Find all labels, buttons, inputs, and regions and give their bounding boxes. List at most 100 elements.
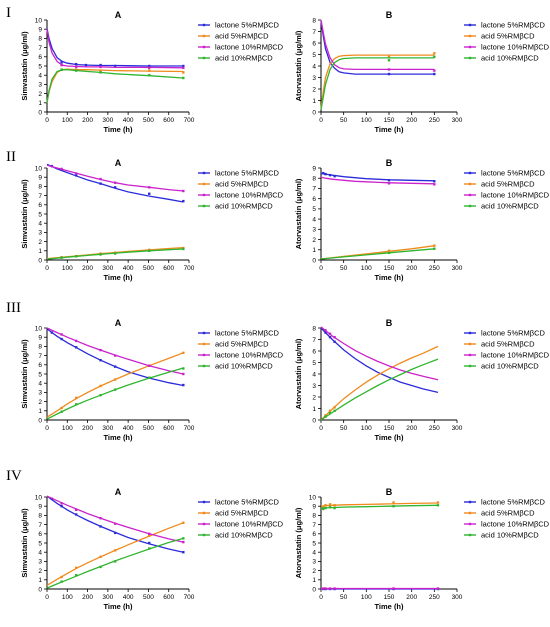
row-i-panel-b: B 0 1 2 3 4 5 6 7 8 0 50 100 150 200 250 300 Time (h) Ator… (294, 10, 550, 134)
row-iii-panel-a-data-point-acid_5 (113, 378, 117, 381)
row-iii-panel-b-data-point-acid_10 (328, 411, 332, 415)
row-iv-panel-a-x-tick-label: 0 (45, 594, 49, 601)
row-iv-panel-a-series-line-acid_10 (46, 537, 184, 589)
row-ii-panel-a-x-tick-label: 700 (184, 265, 195, 272)
row-iv-panel-a-data-point-acid_5 (99, 555, 102, 558)
row-iv-panel-a-data-point-lactone_10 (60, 502, 63, 505)
row-i-panel-b-data-point-acid_10 (387, 59, 391, 62)
row-ii-panel-b-legend-marker (468, 171, 472, 175)
row-i-panel-b-legend-label: acid 5%RMβCD (481, 32, 535, 41)
row-iv-panel-a-data-point-lactone_5 (148, 541, 151, 545)
row-ii-panel-a-y-tick-label: 4 (38, 221, 42, 228)
row-iv-panel-a-data-point-lactone_10 (148, 532, 151, 535)
row-ii-panel-b-data-point-acid_5 (387, 249, 391, 252)
row-i-panel-a-series-line-lactone_5 (46, 28, 184, 67)
row-iii-panel-b: B 0 1 2 3 4 5 6 7 8 0 50 100 150 200 250 300 Time (h) Ator… (294, 318, 550, 442)
row-ii-panel-a-x-tick-label: 200 (82, 265, 93, 272)
row-ii-panel-a-data-point-lactone_10 (60, 167, 63, 171)
row-i-panel-b-x-tick-label: 250 (429, 117, 440, 124)
row-i-panel-b-y-tick-label: 1 (312, 98, 316, 105)
row-ii-panel-b-y-tick-label: 2 (312, 237, 316, 244)
row-iii-panel-b-data-point-acid_5 (328, 409, 332, 412)
row-i-panel-b-y-tick-label: 4 (312, 63, 316, 70)
row-iii-panel-a-legend-label: acid 5%RMβCD (215, 340, 269, 349)
row-i-panel-a-y-tick-label: 1 (38, 100, 42, 107)
row-iv-panel-b-legend-label: lactone 10%RMβCD (481, 520, 550, 529)
row-label-i: I (6, 5, 11, 21)
row-ii-panel-a-x-tick-label: 300 (102, 265, 113, 272)
row-i-panel-a-data-point-acid_10 (182, 76, 185, 80)
row-iii-panel-a-data-point-acid_10 (148, 376, 151, 379)
row-iii-panel-a-data-point-acid_5 (99, 384, 102, 388)
row-ii-panel-a-y-tick-label: 7 (38, 193, 42, 200)
row-ii-panel-b-data-point-acid_5 (433, 244, 436, 247)
row-i-panel-b-y-axis-title: Atorvastatin (μg/ml) (294, 30, 303, 101)
row-iii-panel-a-y-tick-label: 1 (38, 408, 42, 415)
row-iii-panel-a-data-point-acid_10 (99, 393, 102, 397)
row-i-panel-a-legend-label: acid 10%RMβCD (215, 54, 273, 63)
row-iii-panel-a-y-tick-label: 0 (38, 417, 42, 424)
row-iii-panel-b-y-tick-label: 3 (312, 383, 316, 390)
row-ii-panel-a-data-point-acid_10 (75, 255, 78, 258)
row-ii-panel-b-y-tick-label: 3 (312, 227, 316, 234)
row-i-panel-a-data-point-acid_10 (148, 74, 151, 77)
row-iii-panel-a-y-tick-label: 2 (38, 399, 42, 406)
row-i-panel-a-data-point-lactone_10 (60, 63, 63, 67)
row-iii-panel-b-legend-marker (468, 331, 472, 335)
row-iv-panel-b-data-point-acid_10 (436, 504, 440, 507)
row-i-panel-b-x-tick-label: 300 (452, 117, 463, 124)
row-iii-panel-a-x-tick-label: 400 (123, 425, 134, 432)
row-iii-panel-b-y-tick-label: 0 (312, 417, 316, 424)
row-ii-panel-b: B 0 1 2 3 4 5 6 7 8 9 0 50 100 150 200 250 300 Time (h) Ato… (294, 158, 550, 282)
row-iv-panel-a-y-tick-label: 9 (38, 504, 42, 511)
row-iii-panel-a-data-point-lactone_10 (60, 333, 63, 336)
row-iii-panel-a-data-point-lactone_5 (99, 359, 102, 362)
row-i-panel-b-y-tick-label: 5 (312, 52, 316, 59)
row-iii-panel-b-y-tick-label: 7 (312, 337, 316, 344)
row-ii-panel-b-legend-label: lactone 10%RMβCD (481, 191, 550, 200)
row-iii-panel-a-y-tick-label: 8 (38, 344, 42, 351)
row-i-panel-b-legend-label: acid 10%RMβCD (481, 54, 539, 63)
row-iv-panel-b-legend-marker (468, 511, 472, 515)
row-iv-panel-a-legend-label: acid 5%RMβCD (215, 509, 269, 518)
row-iv-panel-b-data-point-lactone_10 (322, 587, 325, 590)
row-iii-panel-a-data-point-acid_5 (75, 396, 78, 400)
row-ii-panel-b-series-line-lactone_5 (320, 172, 435, 182)
row-i-panel-b-legend-marker (468, 45, 472, 49)
row-i-panel-a-series-line-lactone_10 (46, 29, 184, 69)
row-i-panel-a-y-tick-label: 8 (38, 36, 42, 43)
row-ii-panel-b-title: B (386, 158, 393, 168)
row-ii-panel-a-legend-marker (202, 182, 206, 186)
row-i-panel-a-legend-marker (202, 56, 206, 60)
row-iv-panel-a-data-point-lactone_5 (75, 513, 78, 516)
row-i-panel-a-y-tick-label: 0 (38, 109, 42, 116)
row-ii-panel-a-data-point-acid_10 (60, 256, 63, 259)
row-ii-panel-a-data-point-acid_10 (182, 247, 185, 251)
row-i-panel-b-data-point-lactone_10 (387, 68, 391, 71)
row-i-panel-a-y-tick-label: 5 (38, 63, 42, 70)
row-i-panel-a-data-point-acid_10 (60, 68, 63, 71)
row-iv-panel-a-legend-marker (202, 500, 206, 504)
row-iv-panel-b-y-axis-title: Atorvastatin (μg/ml) (294, 507, 303, 578)
row-iv-panel-a-title: A (115, 487, 122, 497)
row-label-ii: II (6, 149, 16, 165)
row-ii-panel-a-title: A (115, 158, 122, 168)
row-i-panel-a-y-tick-label: 4 (38, 73, 42, 80)
row-iii-panel-a-y-tick-label: 6 (38, 362, 42, 369)
row-ii-panel-a-data-point-acid_10 (99, 253, 102, 256)
row-i-panel-a-x-tick-label: 400 (123, 117, 134, 124)
row-i-panel-b-series-line-lactone_5 (320, 21, 435, 75)
row-ii-panel-b-data-point-lactone_10 (387, 182, 391, 185)
row-ii-panel-b-series-line-lactone_10 (320, 176, 435, 185)
row-ii-panel-b-x-tick-label: 250 (429, 265, 440, 272)
row-iii-panel-b-y-tick-label: 8 (312, 325, 316, 332)
row-iv-panel-a-data-point-lactone_5 (99, 525, 102, 528)
row-iv-panel-a-data-point-acid_10 (182, 537, 185, 540)
row-ii-panel-a-y-tick-label: 9 (38, 175, 42, 182)
row-iii-panel-a-x-tick-label: 600 (163, 425, 174, 432)
row-i-panel-a-data-point-lactone_5 (113, 64, 117, 68)
row-ii-panel-b-legend-label: acid 10%RMβCD (481, 202, 539, 211)
row-iii-panel-a-legend-label: lactone 10%RMβCD (215, 351, 284, 360)
row-iii-panel-a-data-point-lactone_10 (113, 354, 117, 357)
